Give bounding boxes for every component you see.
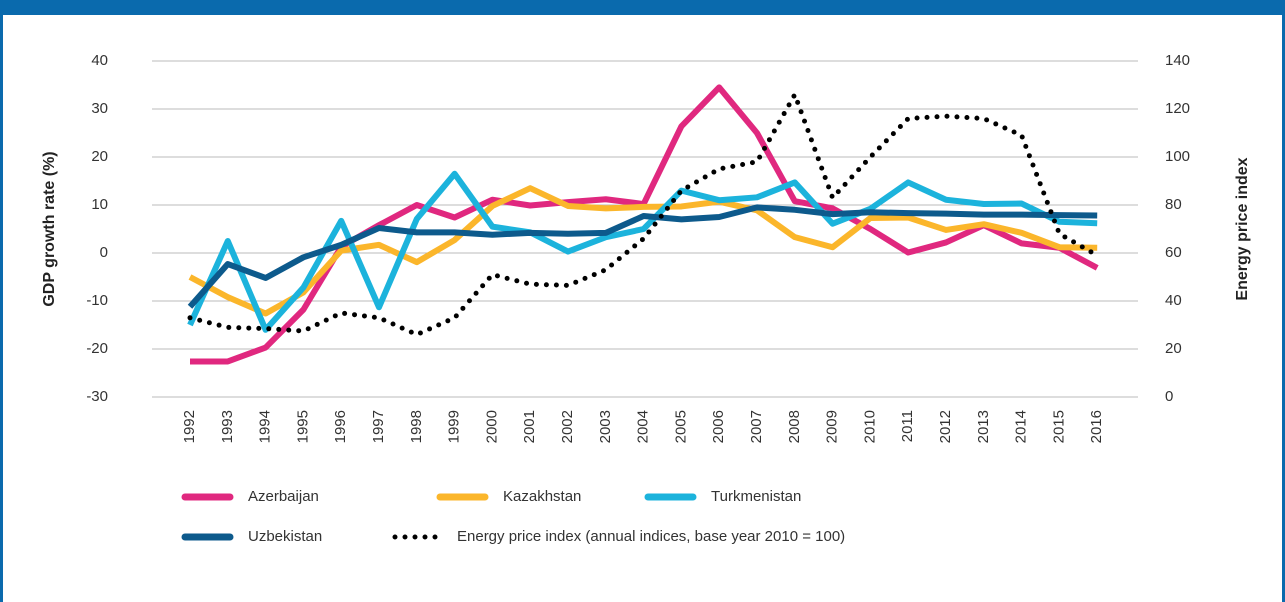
- y-tick-label: -10: [86, 292, 108, 309]
- y-tick-label: 10: [91, 196, 108, 213]
- y2-axis-label: Energy price index: [1234, 157, 1251, 300]
- x-tick-label: 2010: [861, 410, 878, 443]
- series-line: [187, 204, 1098, 309]
- y2-tick-label: 20: [1165, 340, 1182, 357]
- x-tick-label: 1993: [219, 410, 236, 443]
- legend-label: Kazakhstan: [503, 488, 581, 505]
- x-tick-label: 2014: [1013, 410, 1030, 443]
- left-border: [0, 0, 3, 602]
- y-tick-label: 20: [91, 148, 108, 165]
- x-tick-label: 1997: [370, 410, 387, 443]
- right-border: [1282, 0, 1285, 602]
- series-line: [188, 185, 1098, 317]
- y2-tick-label: 100: [1165, 148, 1190, 165]
- x-tick-label: 2013: [975, 410, 992, 443]
- legend-label: Azerbaijan: [248, 488, 319, 505]
- y-tick-label: 30: [91, 100, 108, 117]
- x-tick-label: 2008: [786, 410, 803, 443]
- x-tick-label: 1999: [446, 410, 463, 443]
- x-tick-label: 1996: [332, 410, 349, 443]
- y-axis-label: GDP growth rate (%): [41, 151, 58, 306]
- x-tick-label: 2007: [748, 410, 765, 443]
- x-tick-label: 2005: [672, 410, 689, 443]
- y-tick-label: 40: [91, 52, 108, 69]
- x-tick-label: 1998: [408, 410, 425, 443]
- legend-label: Turkmenistan: [711, 488, 801, 505]
- x-tick-label: 1995: [294, 410, 311, 443]
- x-tick-label: 1992: [181, 410, 198, 443]
- x-tick-label: 2015: [1050, 410, 1067, 443]
- y-tick-label: -20: [86, 340, 108, 357]
- top-bar: [0, 0, 1285, 15]
- x-tick-label: 1994: [257, 410, 274, 443]
- legend-label: Energy price index (annual indices, base…: [457, 528, 845, 545]
- x-tick-label: 2003: [597, 410, 614, 443]
- y2-tick-label: 40: [1165, 292, 1182, 309]
- x-tick-label: 2002: [559, 410, 576, 443]
- x-tick-label: 2016: [1088, 410, 1105, 443]
- legend-label: Uzbekistan: [248, 528, 322, 545]
- x-tick-label: 2000: [483, 410, 500, 443]
- y-tick-label: 0: [100, 244, 108, 261]
- x-tick-label: 2012: [937, 410, 954, 443]
- y2-tick-label: 60: [1165, 244, 1182, 261]
- x-tick-label: 2001: [521, 410, 538, 443]
- x-tick-label: 2004: [635, 410, 652, 443]
- x-tick-label: 2011: [899, 410, 916, 442]
- x-tick-label: 2006: [710, 410, 727, 443]
- series-line: [187, 92, 1100, 338]
- series-line: [187, 170, 1098, 333]
- y2-tick-label: 0: [1165, 388, 1173, 405]
- y-tick-label: -30: [86, 388, 108, 405]
- x-tick-label: 2009: [824, 410, 841, 443]
- y2-tick-label: 120: [1165, 100, 1190, 117]
- y2-tick-label: 140: [1165, 52, 1190, 69]
- y2-tick-label: 80: [1165, 196, 1182, 213]
